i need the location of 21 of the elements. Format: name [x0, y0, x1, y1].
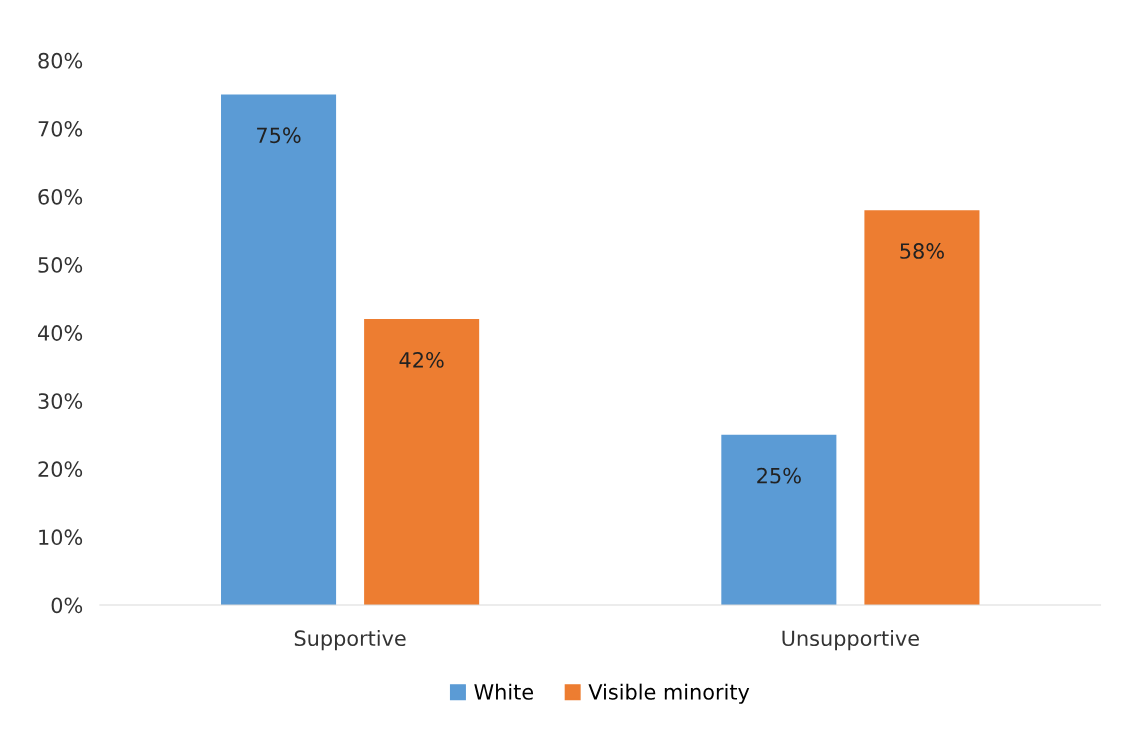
legend-label: White	[474, 683, 534, 700]
bar	[364, 319, 480, 605]
y-tick-label: 40%	[37, 325, 83, 341]
data-label: 58%	[900, 243, 944, 259]
bar	[721, 434, 837, 605]
bar	[221, 94, 337, 605]
x-tick-label: Unsupportive	[782, 629, 919, 651]
y-tick-label: 0%	[51, 597, 83, 614]
data-label: 25%	[757, 467, 801, 484]
y-tick-label: 70%	[38, 120, 83, 137]
legend-label: Visible minority	[588, 683, 750, 704]
data-label: 42%	[399, 352, 444, 368]
y-tick-label: 20%	[38, 461, 83, 478]
y-tick-label: 10%	[39, 529, 83, 546]
y-tick-label: 80%	[38, 52, 83, 69]
y-tick-label: 50%	[38, 257, 83, 273]
data-label: 75%	[257, 127, 301, 144]
y-tick-label: 30%	[38, 393, 83, 409]
x-tick-label: Supportive	[294, 629, 406, 651]
y-tick-label: 60%	[38, 188, 83, 205]
bar	[864, 210, 980, 605]
